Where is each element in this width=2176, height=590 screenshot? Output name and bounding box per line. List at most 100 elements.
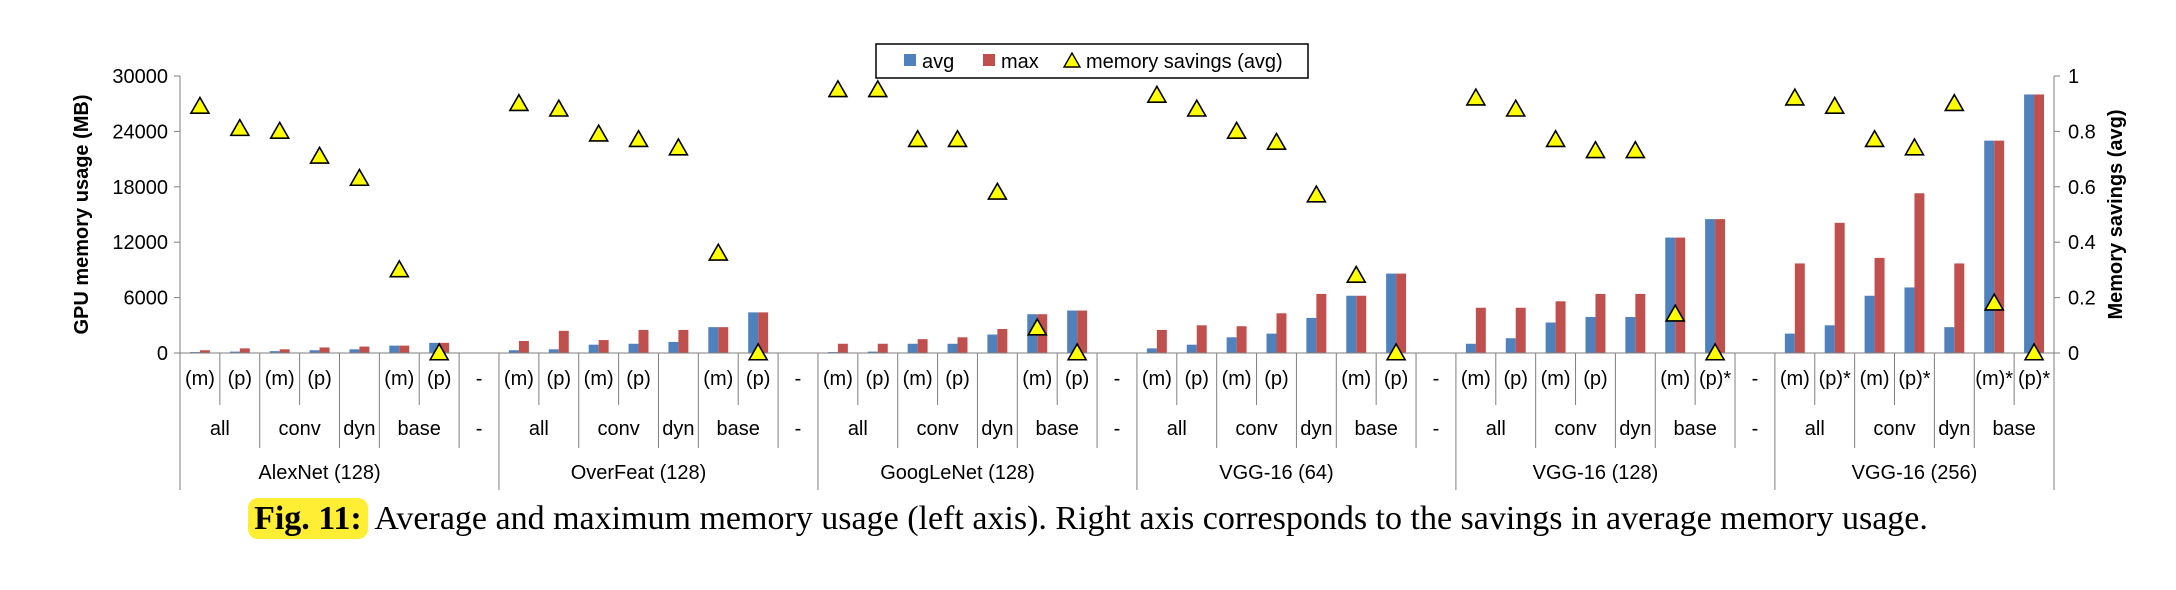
savings-marker — [1983, 292, 2005, 311]
subgroup-label: dyn — [343, 418, 375, 440]
bar-max — [1515, 307, 1526, 353]
y-axis-label: GPU memory usage (MB) — [71, 94, 93, 334]
subgroup-label: base — [1036, 418, 1079, 440]
bar-avg — [1585, 316, 1596, 353]
bar-max — [1874, 257, 1885, 353]
savings-marker — [349, 167, 370, 187]
category-label: (p) — [945, 368, 969, 390]
savings-marker — [1305, 184, 1327, 203]
subgroup-label: - — [476, 418, 483, 440]
savings-marker — [189, 95, 211, 115]
y2-axis-label: Memory savings (avg) — [2105, 109, 2127, 319]
subgroup-label: conv — [1554, 418, 1596, 440]
category-label: (m) — [823, 368, 853, 390]
bar-avg — [508, 350, 519, 353]
subgroup-label: all — [1167, 418, 1187, 440]
category-label: - — [476, 368, 483, 390]
savings-marker — [1226, 120, 1247, 139]
y2-tick-label: 1 — [2068, 66, 2079, 88]
bar-max — [1954, 263, 1965, 353]
bar-avg — [668, 341, 679, 353]
chart: 0 6000 12000 18000 24000 30000 0 0.2 0.4 0.6 0.8 1 G… — [71, 43, 2127, 490]
group-label: VGG-16 (256) — [1852, 462, 1978, 484]
bar-avg — [2024, 94, 2035, 353]
savings-marker — [548, 98, 570, 117]
bar-avg — [349, 349, 360, 353]
savings-marker — [707, 242, 729, 261]
category-label: (p)* — [1898, 368, 1930, 390]
subgroup-label: conv — [278, 418, 320, 440]
bar-avg — [987, 334, 998, 353]
subgroup-label: conv — [1873, 418, 1915, 440]
category-label: (p) — [307, 368, 331, 390]
category-label: - — [1114, 368, 1121, 390]
subgroup-label: dyn — [1619, 418, 1651, 440]
savings-marker — [1585, 140, 1606, 159]
group-label: VGG-16 (128) — [1533, 462, 1659, 484]
bar-avg — [1346, 295, 1357, 353]
bar-avg — [1904, 287, 1915, 353]
bar-max — [1316, 293, 1327, 353]
bar-avg — [628, 343, 639, 353]
bar-max — [1196, 325, 1207, 353]
savings-marker — [309, 145, 330, 164]
bar-max — [2034, 94, 2045, 353]
subgroup-label: - — [795, 418, 802, 440]
category-label: (m) — [265, 368, 295, 390]
savings-marker — [628, 129, 649, 148]
bar-max — [1156, 329, 1167, 353]
bar-avg — [429, 342, 440, 353]
savings-marker — [269, 120, 291, 139]
category-label: (m) — [1780, 368, 1810, 390]
bar-avg — [1067, 310, 1078, 353]
subgroup-label: conv — [1235, 418, 1277, 440]
bar-avg — [1146, 348, 1157, 353]
category-label: (p) — [746, 368, 770, 390]
subgroup-label: - — [1752, 418, 1759, 440]
y2-tick-label: 0.8 — [2068, 121, 2096, 143]
bar-avg — [1266, 333, 1277, 353]
category-label: (m) — [584, 368, 614, 390]
category-label: (m) — [1142, 368, 1172, 390]
bar-max — [1914, 193, 1925, 353]
group-label: GoogLeNet (128) — [880, 462, 1035, 484]
savings-marker — [1545, 129, 1566, 148]
subgroup-label: base — [1354, 418, 1397, 440]
bar-avg — [947, 343, 958, 353]
bar-max — [1595, 293, 1606, 353]
subgroup-label: all — [848, 418, 868, 440]
category-label: (p)* — [1699, 368, 1731, 390]
bar-avg — [269, 351, 280, 353]
y2-tick-label: 0.2 — [2068, 288, 2096, 310]
savings-marker — [987, 181, 1008, 200]
subgroup-label: conv — [597, 418, 639, 440]
y-tick-label: 30000 — [112, 66, 168, 88]
subgroup-label: dyn — [1938, 418, 1970, 440]
bar-max — [1715, 219, 1726, 353]
bar-avg — [1505, 338, 1516, 353]
bar-avg — [389, 345, 400, 353]
bar-max — [678, 329, 689, 353]
savings-marker — [1784, 87, 1806, 106]
savings-marker — [1824, 95, 1846, 115]
bar-max — [1675, 237, 1686, 353]
group-label: AlexNet (128) — [258, 462, 380, 484]
subgroup-label: base — [717, 418, 760, 440]
savings-marker — [388, 259, 410, 278]
savings-marker — [1904, 137, 1925, 156]
category-label: (m) — [703, 368, 733, 390]
category-label: (m) — [1222, 368, 1252, 390]
savings-marker — [1943, 93, 1965, 112]
savings-marker — [1345, 264, 1367, 283]
category-label: - — [795, 368, 802, 390]
category-label: (p) — [427, 368, 451, 390]
bar-max — [1396, 273, 1407, 353]
bar-max — [758, 312, 769, 353]
category-label: (p) — [1384, 368, 1408, 390]
savings-marker — [1465, 87, 1487, 106]
legend-swatch-max — [983, 54, 995, 66]
bar-max — [439, 342, 450, 353]
savings-marker — [947, 129, 968, 148]
bar-max — [1356, 295, 1367, 353]
category-label: (m) — [1860, 368, 1890, 390]
